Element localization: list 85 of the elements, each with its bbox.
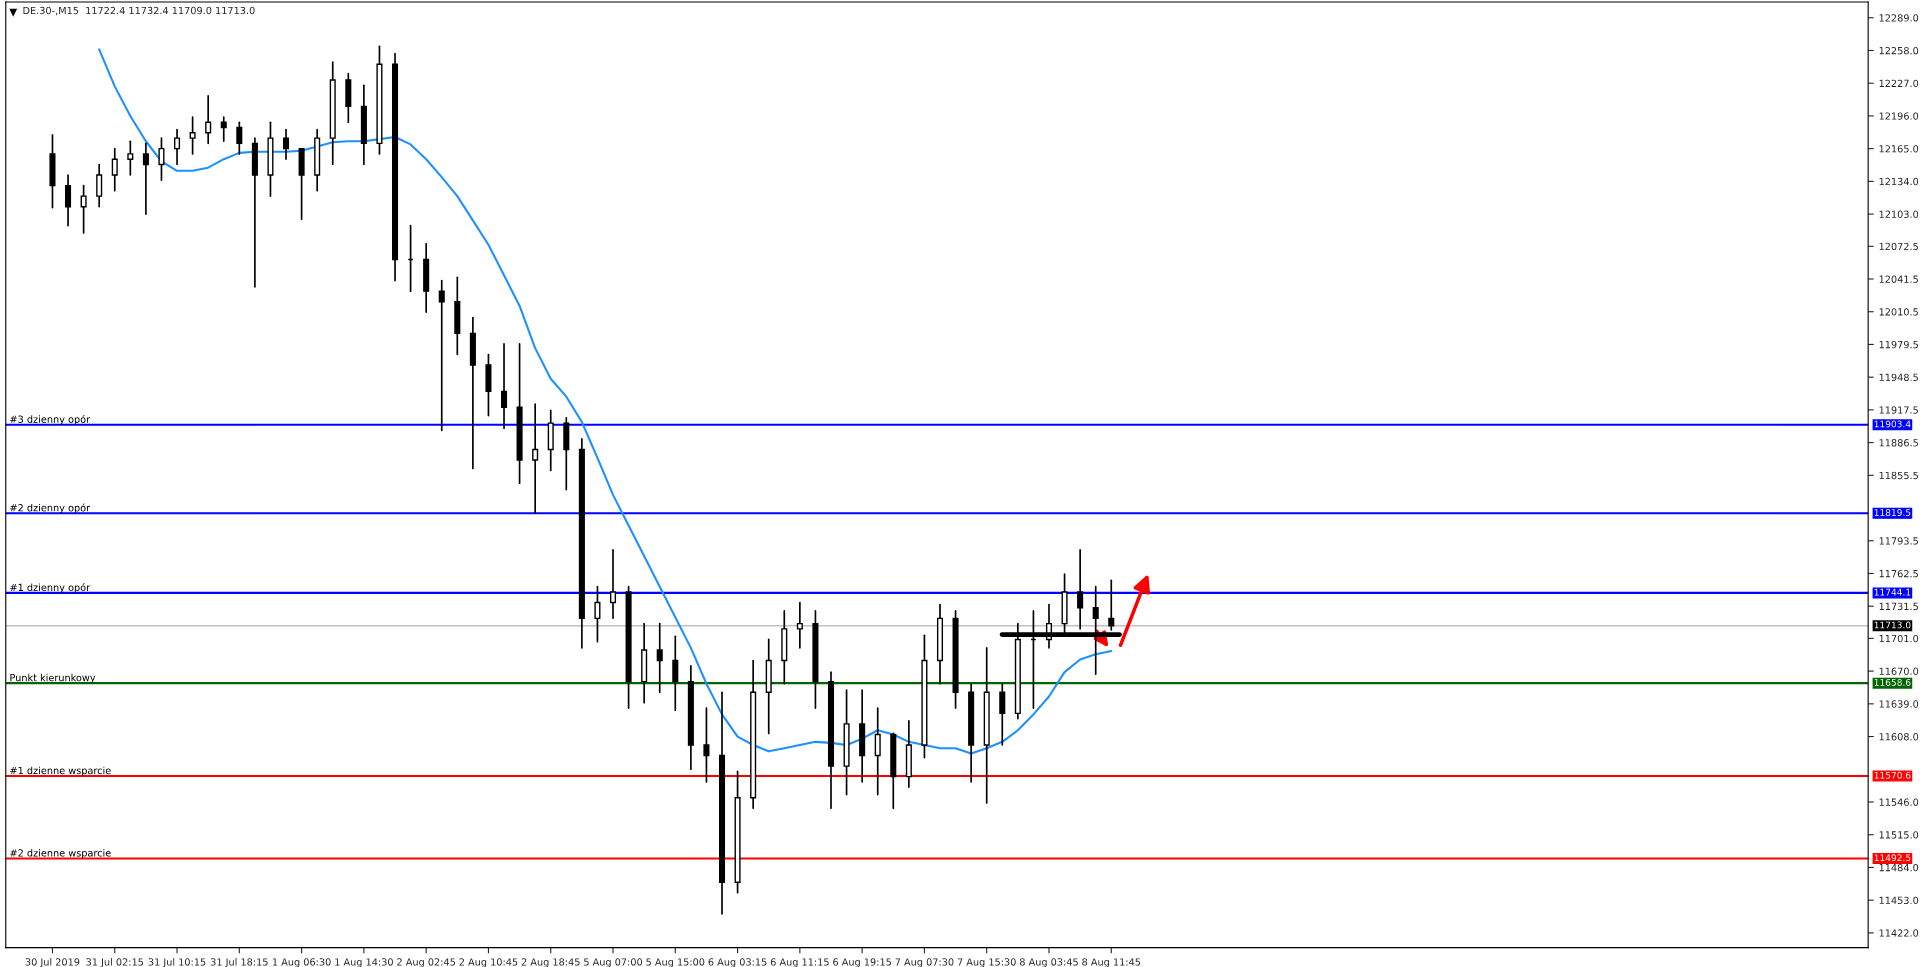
y-tick-label: 12289.0 [1879, 14, 1919, 22]
y-tick-label: 11422.0 [1879, 929, 1919, 937]
y-tick-label: 11793.5 [1879, 537, 1918, 545]
y-tick-label: 11515.0 [1879, 831, 1919, 839]
candlestick [703, 707, 710, 783]
candlestick [672, 635, 679, 712]
candlestick [65, 174, 72, 227]
candlestick [220, 116, 227, 143]
ref-line-label: #2 dzienne wsparcie [10, 849, 111, 859]
x-tick-label: 6 Aug 03:15 [708, 958, 767, 967]
y-tick-label: 11762.5 [1879, 569, 1918, 578]
text: 11658.6 [1874, 678, 1911, 686]
y-tick-label: 11855.5 [1879, 471, 1918, 480]
candlestick [127, 140, 134, 176]
ref-line-label: #1 dzienne wsparcie [10, 766, 111, 777]
y-tick-label: 12103.0 [1879, 210, 1919, 218]
y-tick-label: 12041.5 [1879, 275, 1918, 283]
candlestick [189, 116, 196, 155]
x-tick-label: 7 Aug 15:30 [957, 958, 1016, 967]
y-tick-label: 11701.0 [1879, 634, 1919, 643]
candlestick [609, 548, 617, 620]
y-tick-label: 12072.5 [1879, 242, 1918, 251]
y-tick-label: 11639.0 [1879, 700, 1919, 708]
x-tick-label: 2 Aug 10:45 [459, 958, 518, 967]
y-tick-label: 11608.0 [1879, 733, 1919, 741]
candlestick [1077, 548, 1084, 630]
y-tick-label: 12165.0 [1879, 145, 1919, 153]
text: 11713.0 [1874, 621, 1911, 629]
y-tick-label: 12134.0 [1879, 177, 1919, 186]
x-tick-label: 2 Aug 02:45 [397, 958, 455, 967]
candlestick [174, 128, 181, 166]
x-tick-label: 5 Aug 15:00 [646, 958, 705, 967]
candlestick [111, 147, 118, 192]
y-tick-label: 12227.0 [1879, 79, 1919, 88]
line-series [98, 48, 1113, 755]
y-tick-label: 11453.0 [1879, 896, 1919, 904]
text: 11819.5 [1874, 509, 1911, 516]
text: 11570.6 [1874, 771, 1911, 779]
candlestick [874, 707, 881, 796]
x-tick-label: 8 Aug 11:45 [1082, 958, 1141, 967]
y-tick-label: 11670.0 [1879, 667, 1919, 675]
x-tick-label: 1 Aug 06:30 [272, 958, 331, 967]
candlestick [96, 163, 103, 208]
ref-line-label: #3 dzienny opór [10, 414, 91, 425]
text: 11492.5 [1874, 854, 1911, 862]
x-tick-label: 8 Aug 03:45 [1019, 958, 1078, 967]
x-tick-label: 30 Jul 2019 [25, 958, 80, 967]
y-tick-label: 11948.5 [1879, 373, 1918, 381]
x-tick-label: 7 Aug 07:30 [895, 958, 954, 967]
candlestick [158, 137, 165, 182]
y-tick-label: 12010.5 [1879, 308, 1918, 316]
text: 11744.1 [1874, 588, 1911, 596]
x-tick-label: 31 Jul 02:15 [86, 958, 144, 967]
y-tick-label: 11979.5 [1879, 340, 1918, 349]
candlestick [500, 343, 508, 430]
candlestick [656, 622, 663, 694]
y-tick-label: 11886.5 [1879, 439, 1918, 447]
candlestick [796, 601, 803, 649]
x-tick-label: 5 Aug 07:00 [584, 958, 643, 967]
candlestick [438, 279, 445, 432]
candlestick [236, 121, 243, 155]
text: 11903.4 [1874, 420, 1911, 428]
candlestick [142, 142, 149, 215]
y-tick-label: 12258.0 [1879, 46, 1919, 55]
candlestick [999, 682, 1006, 746]
chart-title: DE.30-,M15 11722.4 11732.4 11709.0 11713.0 [23, 6, 255, 16]
ref-line-label: Punkt kierunkowy [10, 673, 96, 684]
candlestick [283, 128, 290, 161]
candlestick [205, 95, 212, 145]
ref-line-label: #2 dzienny opór [10, 503, 91, 514]
x-tick-label: 1 Aug 14:30 [335, 958, 393, 967]
y-tick-label: 11917.5 [1879, 406, 1918, 414]
x-tick-label: 2 Aug 18:45 [521, 958, 580, 967]
ref-line-label: #1 dzienny opór [10, 583, 91, 593]
candlestick [532, 403, 539, 514]
y-tick-label: 12196.0 [1879, 112, 1919, 120]
x-tick-label: 6 Aug 11:15 [770, 958, 829, 967]
y-tick-label: 11484.0 [1879, 863, 1919, 872]
y-tick-label: 11546.0 [1879, 798, 1919, 806]
y-tick-label: 11731.5 [1879, 602, 1918, 611]
candlestick [80, 184, 87, 234]
x-tick-label: 6 Aug 19:15 [833, 958, 891, 967]
x-tick-label: 31 Jul 10:15 [148, 958, 206, 967]
candlestick [594, 585, 601, 643]
x-tick-label: 31 Jul 18:15 [210, 958, 268, 967]
